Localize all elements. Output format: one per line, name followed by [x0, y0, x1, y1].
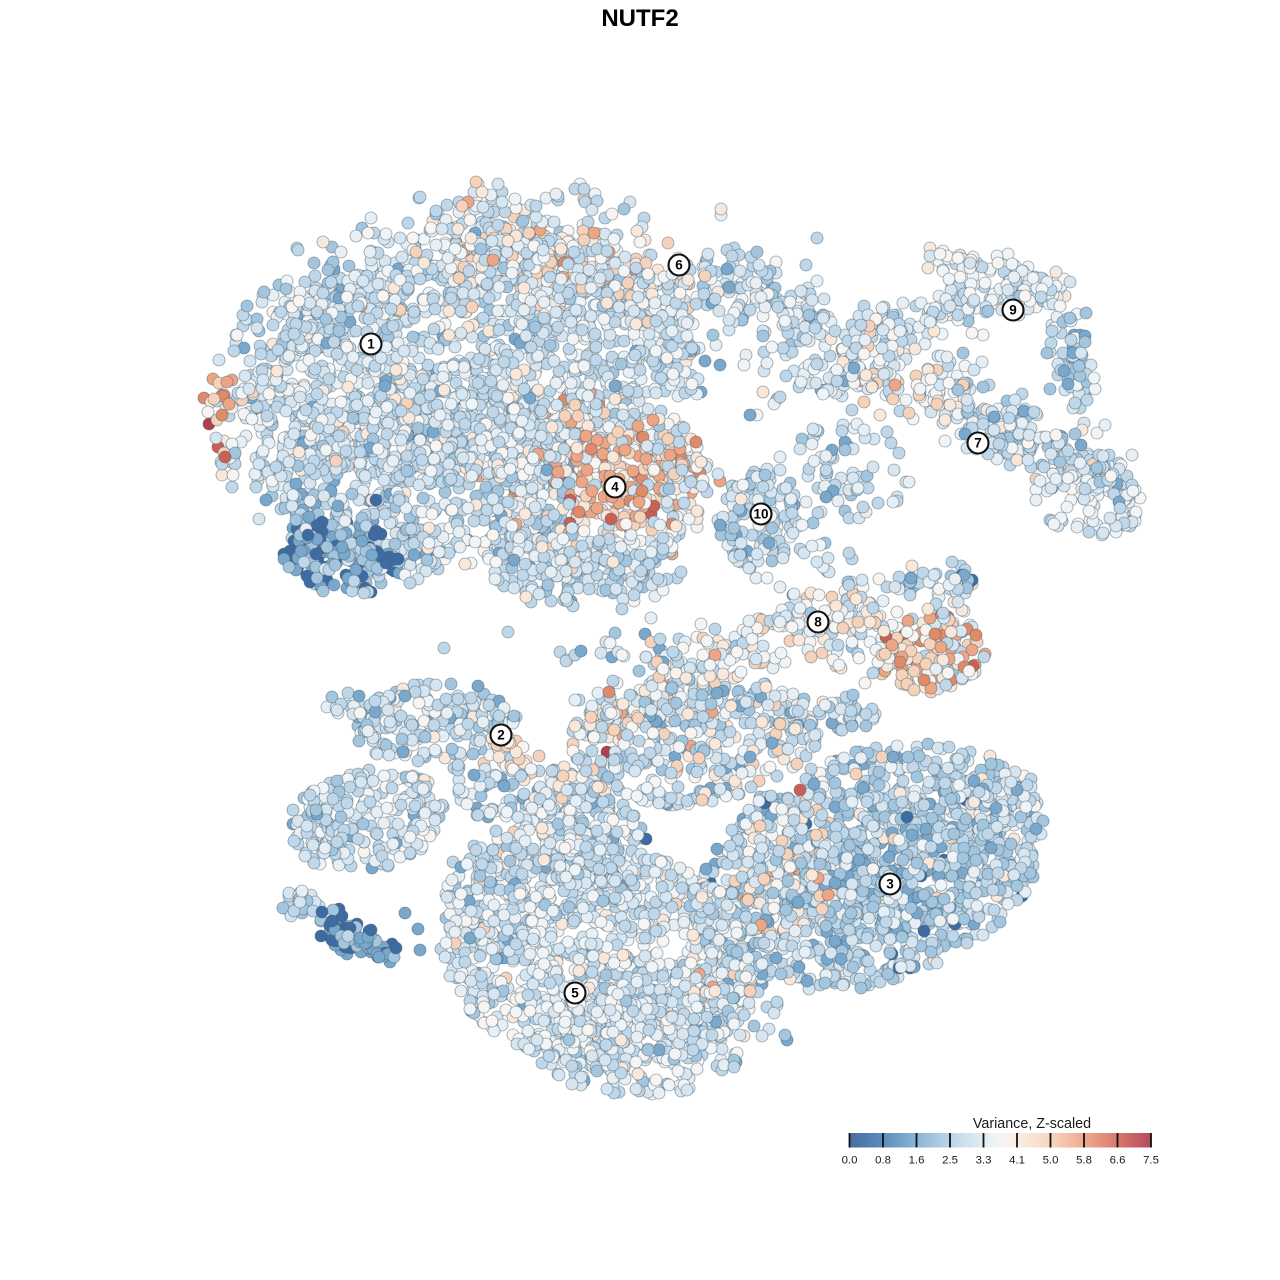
svg-text:NUTF2: NUTF2: [601, 5, 678, 32]
